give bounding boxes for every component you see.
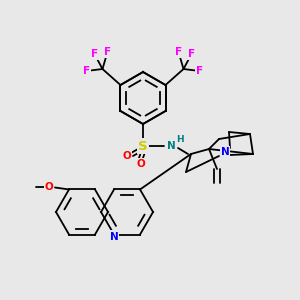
Text: S: S — [138, 140, 148, 152]
Text: F: F — [188, 49, 195, 59]
Text: H: H — [176, 136, 184, 145]
Text: F: F — [104, 47, 111, 57]
Text: N: N — [167, 141, 176, 151]
Text: H: H — [176, 136, 184, 146]
Text: F: F — [188, 49, 195, 59]
Text: F: F — [91, 49, 98, 59]
Text: F: F — [91, 49, 98, 59]
Text: F: F — [175, 47, 182, 57]
Text: F: F — [104, 47, 111, 57]
Text: N: N — [220, 147, 230, 157]
Text: F: F — [175, 47, 182, 57]
Text: S: S — [138, 140, 148, 152]
Text: N: N — [167, 141, 176, 151]
Text: O: O — [45, 182, 53, 193]
Text: O: O — [123, 151, 131, 161]
Text: N: N — [220, 147, 230, 157]
Text: F: F — [83, 66, 90, 76]
Text: O: O — [45, 182, 53, 193]
Text: N: N — [110, 232, 118, 242]
Text: O: O — [123, 151, 131, 161]
Text: O: O — [136, 159, 146, 169]
Text: N: N — [110, 232, 118, 242]
Text: F: F — [196, 66, 203, 76]
Text: F: F — [83, 66, 90, 76]
Text: O: O — [136, 159, 146, 169]
Text: F: F — [196, 66, 203, 76]
